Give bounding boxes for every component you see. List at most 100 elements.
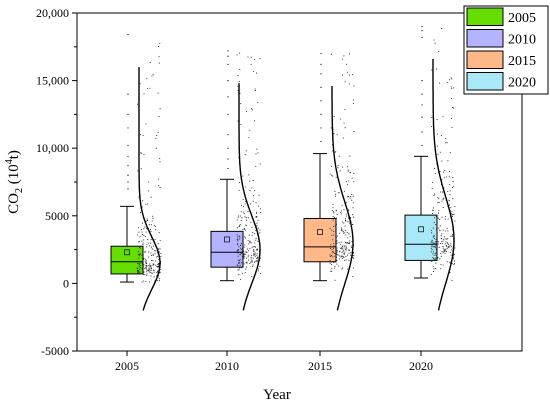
scatter-point <box>152 259 154 261</box>
scatter-point <box>238 189 240 191</box>
scatter-point <box>444 252 446 254</box>
scatter-point <box>336 235 338 237</box>
scatter-point <box>237 236 239 238</box>
scatter-point <box>329 227 331 230</box>
scatter-point <box>250 221 252 223</box>
outlier-point <box>127 188 129 190</box>
scatter-point <box>255 229 257 231</box>
scatter-point <box>247 254 249 256</box>
y-tick-label: -5000 <box>41 344 69 358</box>
scatter-point <box>352 216 355 218</box>
scatter-point <box>447 190 449 193</box>
scatter-point <box>338 155 340 157</box>
scatter-point <box>348 74 351 76</box>
scatter-point <box>243 257 245 259</box>
scatter-point <box>143 280 145 282</box>
scatter-point <box>336 240 338 242</box>
scatter-point <box>435 223 437 225</box>
outlier-point <box>227 80 229 82</box>
scatter-point <box>333 230 335 233</box>
scatter-point <box>141 254 143 256</box>
scatter-point <box>451 186 454 188</box>
scatter-point <box>253 233 256 235</box>
scatter-point <box>450 254 452 256</box>
scatter-point <box>348 252 350 254</box>
scatter-point <box>136 103 139 105</box>
scatter-point <box>446 238 448 240</box>
scatter-point <box>351 240 353 242</box>
x-tick-label: 2005 <box>115 359 139 373</box>
scatter-point <box>446 245 448 247</box>
scatter-point <box>146 265 148 267</box>
scatter-point <box>341 246 343 248</box>
scatter-point <box>331 249 333 251</box>
scatter-point <box>443 236 445 238</box>
scatter-point <box>335 254 337 256</box>
scatter-point <box>336 247 338 249</box>
scatter-point <box>445 176 448 178</box>
scatter-point <box>257 227 259 229</box>
scatter-point <box>245 219 248 221</box>
scatter-point <box>444 243 446 245</box>
scatter-point <box>249 129 251 131</box>
scatter-point <box>246 266 248 268</box>
scatter-point <box>333 115 335 117</box>
scatter-point <box>336 242 338 244</box>
scatter-point <box>335 231 337 233</box>
scatter-point <box>251 254 253 257</box>
scatter-point <box>143 234 145 236</box>
scatter-point <box>332 203 334 206</box>
scatter-point <box>244 154 246 156</box>
scatter-point <box>334 225 336 227</box>
scatter-point <box>146 243 148 245</box>
scatter-point <box>256 248 258 250</box>
scatter-point <box>158 56 160 58</box>
scatter-point <box>157 131 159 133</box>
scatter-point <box>452 181 454 183</box>
scatter-point <box>255 165 257 167</box>
scatter-point <box>340 118 342 120</box>
scatter-point <box>440 191 442 193</box>
scatter-point <box>142 259 144 261</box>
y-tick-label: 10,000 <box>36 141 69 155</box>
scatter-point <box>150 242 152 244</box>
scatter-point <box>431 230 433 232</box>
scatter-point <box>343 232 345 234</box>
scatter-point <box>332 207 334 209</box>
scatter-point <box>244 203 246 205</box>
scatter-point <box>147 87 149 90</box>
scatter-point <box>331 150 333 152</box>
scatter-point <box>248 234 250 236</box>
scatter-point <box>148 281 151 283</box>
scatter-point <box>243 254 245 256</box>
scatter-point <box>340 213 342 215</box>
scatter-point <box>336 134 338 136</box>
scatter-point <box>156 265 158 267</box>
scatter-point <box>237 259 239 261</box>
outlier-point <box>227 167 229 170</box>
scatter-point <box>137 170 139 172</box>
scatter-point <box>236 54 238 56</box>
scatter-point <box>335 259 337 261</box>
scatter-point <box>158 46 160 48</box>
scatter-point <box>347 196 349 198</box>
scatter-point <box>432 253 434 255</box>
scatter-point <box>350 252 352 254</box>
scatter-point <box>152 263 154 265</box>
scatter-point <box>145 265 147 267</box>
scatter-point <box>248 136 250 138</box>
scatter-point <box>434 242 436 244</box>
scatter-point <box>143 93 145 95</box>
scatter-point <box>346 237 348 239</box>
scatter-point <box>253 70 255 73</box>
scatter-point <box>152 264 154 266</box>
scatter-point <box>255 237 257 239</box>
scatter-point <box>350 254 352 256</box>
scatter-point <box>245 200 247 203</box>
scatter-point <box>450 249 453 251</box>
x-tick-label: 2020 <box>409 359 433 373</box>
scatter-point <box>439 151 441 153</box>
scatter-point <box>444 169 446 172</box>
scatter-point <box>340 241 342 243</box>
scatter-point <box>150 252 152 254</box>
